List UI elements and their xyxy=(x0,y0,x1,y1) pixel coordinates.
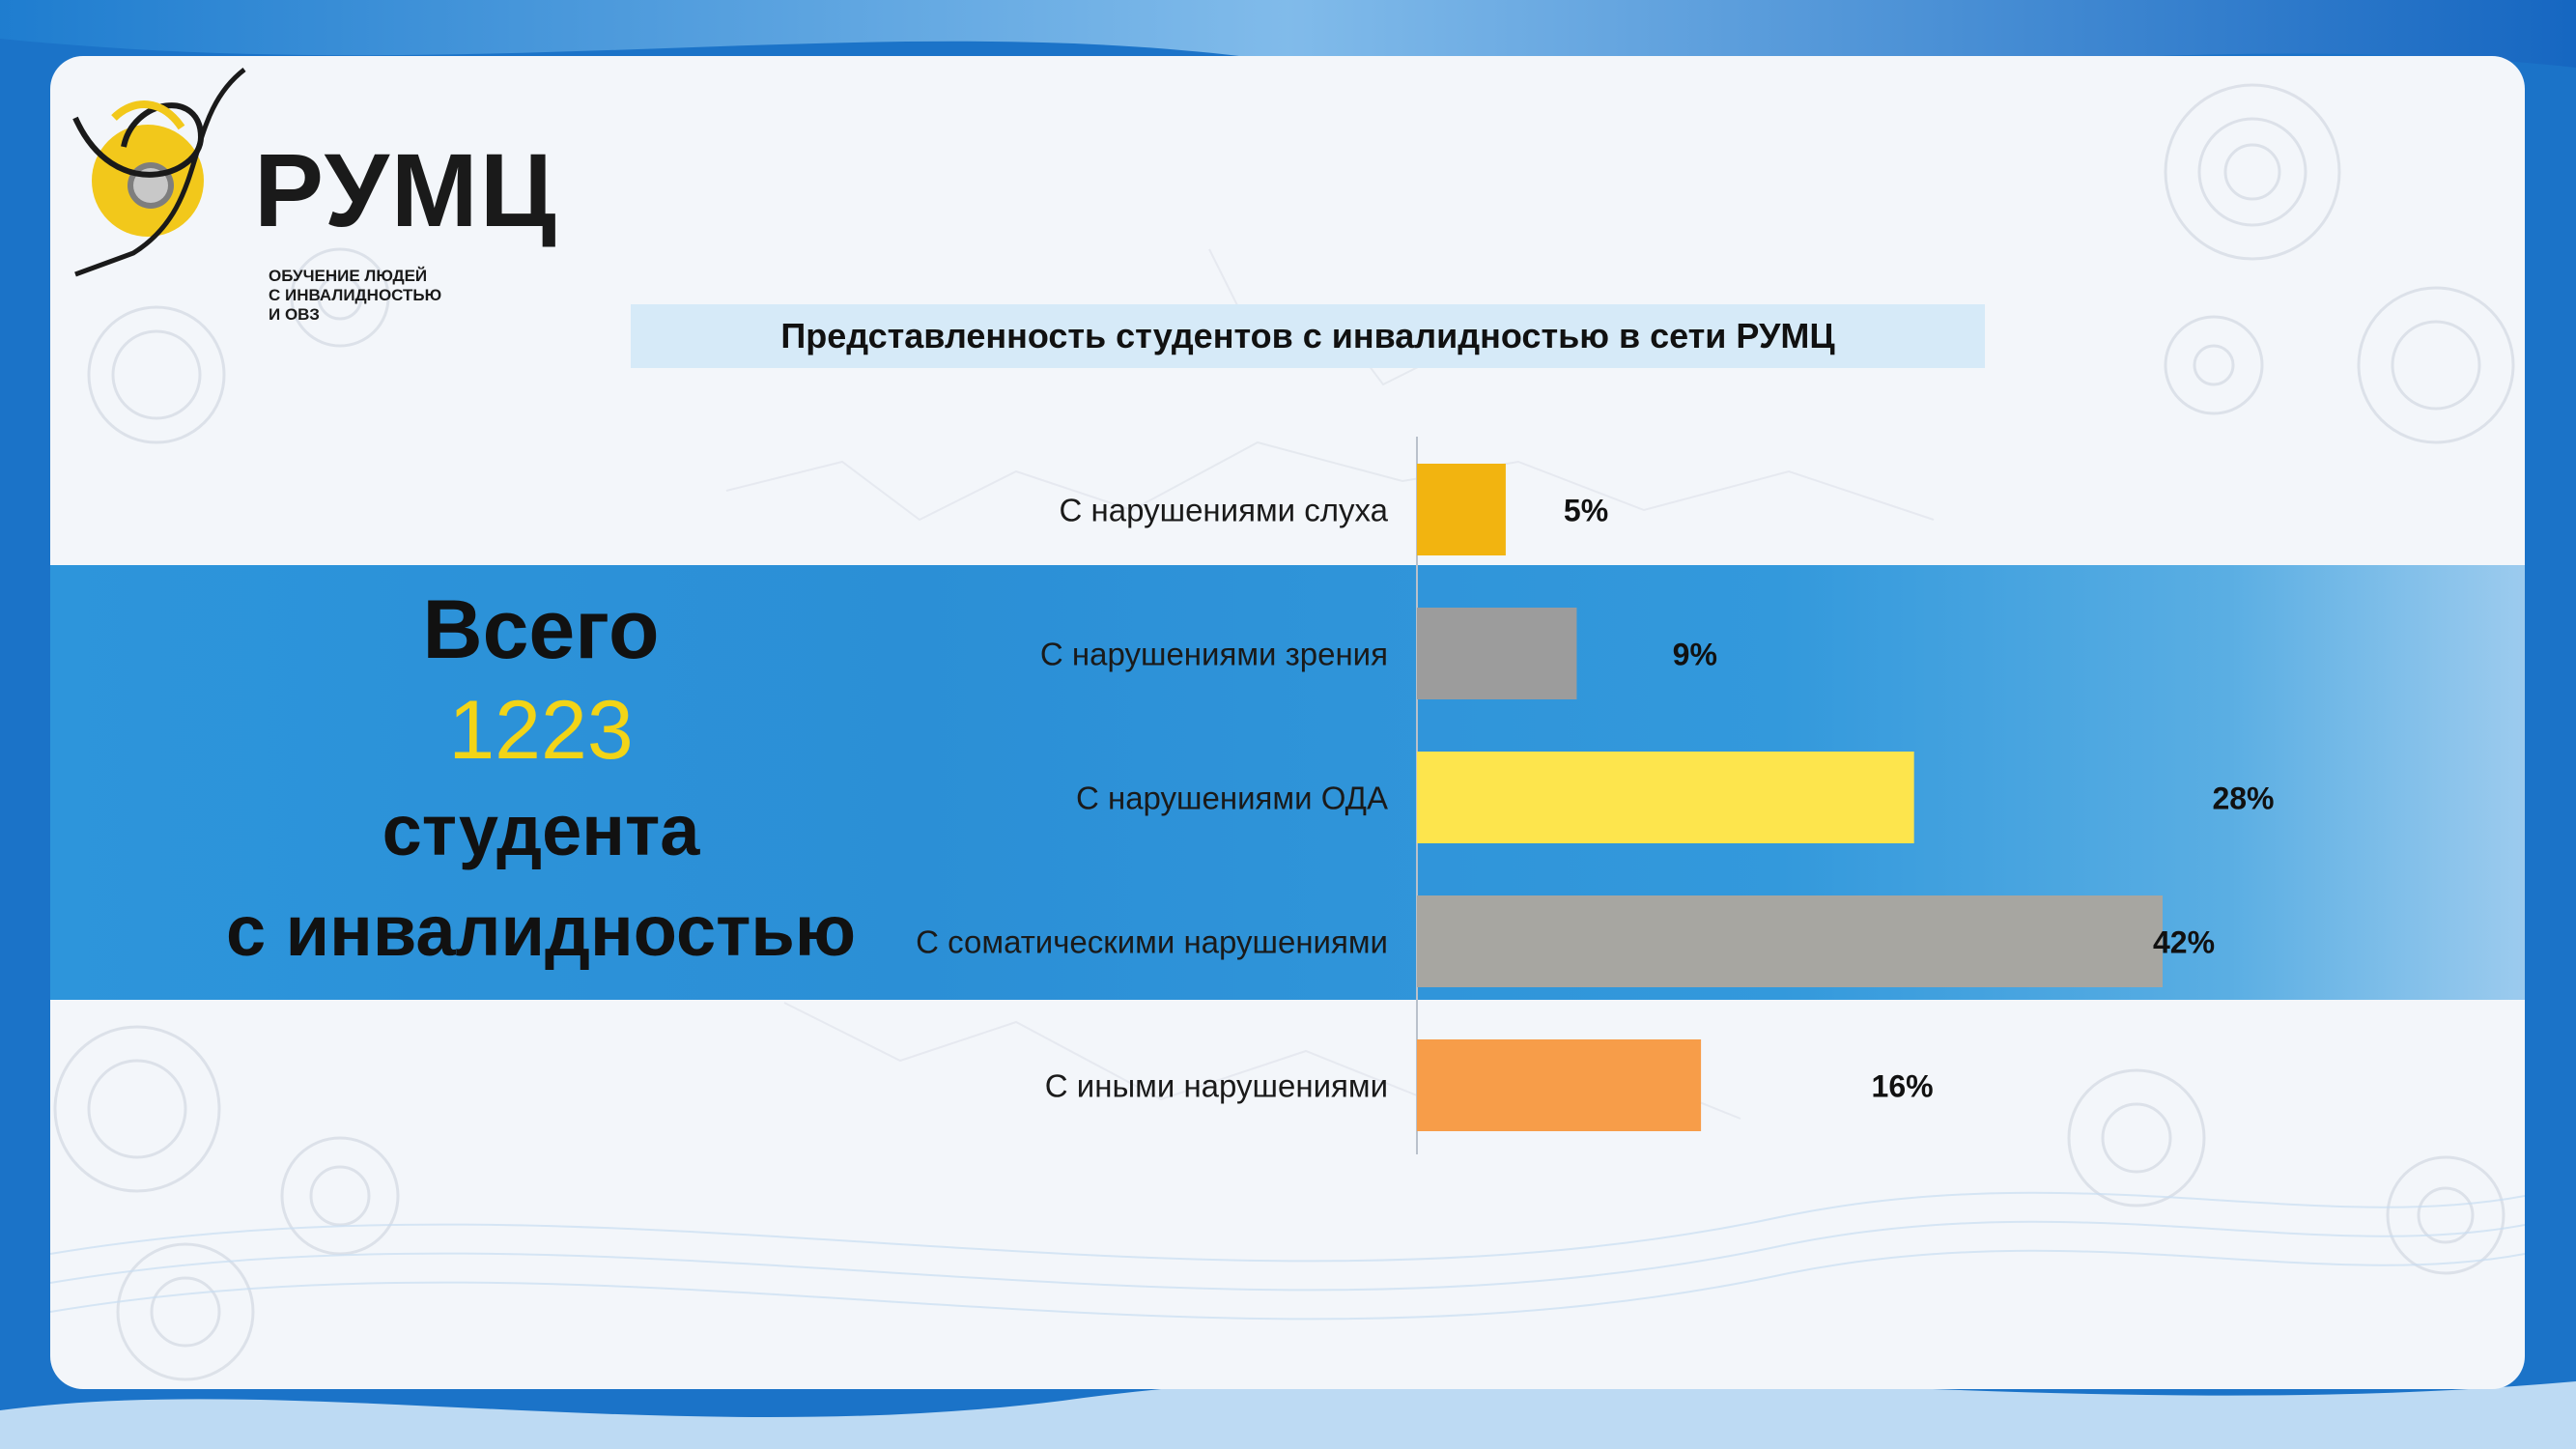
decorative-patterns xyxy=(50,83,2525,1381)
category-label-5: С иными нарушениями xyxy=(1045,1068,1388,1104)
summary-label-top: Всего xyxy=(422,583,660,676)
category-label-1: С нарушениями слуха xyxy=(1060,493,1389,528)
logo-subtitle: ОБУЧЕНИЕ ЛЮДЕЙ С ИНВАЛИДНОСТЬЮ И ОВЗ xyxy=(269,267,442,324)
summary-label-mid: студента xyxy=(382,790,700,870)
bar-3 xyxy=(1417,752,1914,843)
logo-emblem-icon xyxy=(72,68,246,277)
bar-5 xyxy=(1417,1039,1702,1131)
category-label-2: С нарушениями зрения xyxy=(1040,637,1388,672)
value-label-5: 16% xyxy=(1872,1069,1934,1104)
slide-card xyxy=(50,56,2525,1389)
chart-title: Представленность студентов с инвалидност… xyxy=(631,304,1985,368)
value-label-3: 28% xyxy=(2212,781,2274,816)
summary-block: Всего 1223 студента с инвалидностью xyxy=(126,580,956,981)
bar-2 xyxy=(1417,608,1577,699)
category-label-3: С нарушениями ОДА xyxy=(1076,781,1388,816)
category-label-4: С соматическими нарушениями xyxy=(916,924,1388,960)
summary-label-bottom: с инвалидностью xyxy=(225,891,857,971)
rumc-logo: РУМЦ ОБУЧЕНИЕ ЛЮДЕЙ С ИНВАЛИДНОСТЬЮ И ОВ… xyxy=(56,60,556,324)
value-label-4: 42% xyxy=(2153,925,2215,960)
bar-4 xyxy=(1417,895,2163,987)
logo-title: РУМЦ xyxy=(254,131,558,248)
value-label-2: 9% xyxy=(1673,638,1717,672)
bar-1 xyxy=(1417,464,1506,555)
summary-number: 1223 xyxy=(448,684,634,777)
value-label-1: 5% xyxy=(1564,494,1608,528)
